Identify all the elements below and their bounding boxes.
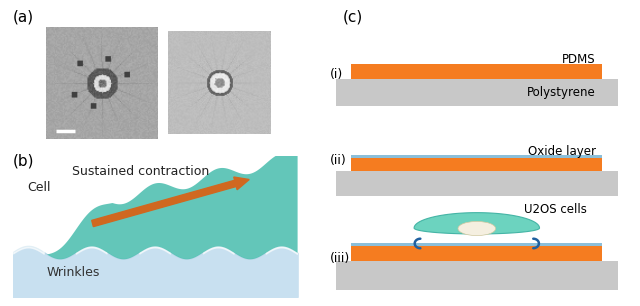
Bar [351, 158, 602, 171]
Bar [351, 155, 602, 158]
Text: Cell: Cell [27, 181, 51, 194]
Text: (a): (a) [13, 9, 34, 24]
Text: (b): (b) [13, 153, 35, 168]
Text: Wrinkles: Wrinkles [47, 266, 100, 279]
Text: (c): (c) [342, 9, 363, 24]
Text: (ii): (ii) [330, 154, 346, 167]
Bar [351, 246, 602, 261]
Text: U2OS cells: U2OS cells [524, 203, 587, 215]
Bar [351, 244, 602, 246]
Text: (i): (i) [330, 69, 343, 81]
Polygon shape [36, 153, 298, 259]
Bar [351, 64, 602, 79]
FancyArrow shape [92, 177, 249, 227]
Text: (iii): (iii) [330, 252, 350, 265]
Text: Polystyrene: Polystyrene [527, 86, 596, 99]
Polygon shape [414, 213, 540, 234]
Bar [336, 261, 618, 290]
Text: Sustained contraction: Sustained contraction [72, 165, 209, 178]
Bar [336, 79, 618, 106]
Ellipse shape [458, 222, 495, 236]
Text: Oxide layer: Oxide layer [528, 145, 596, 158]
Bar [336, 171, 618, 196]
Text: PDMS: PDMS [563, 53, 596, 66]
